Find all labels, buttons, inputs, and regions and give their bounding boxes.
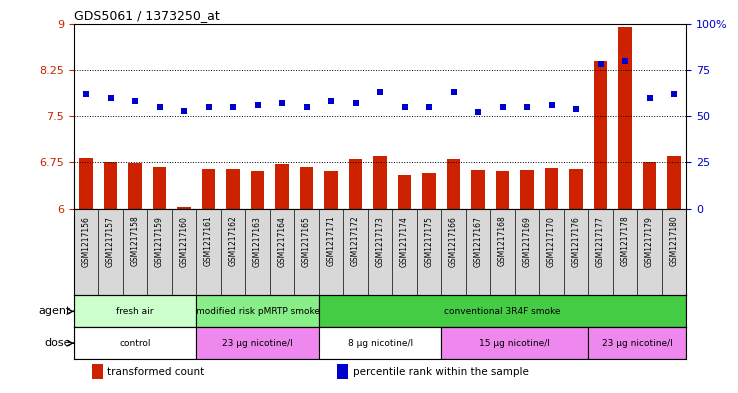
Text: GSM1217163: GSM1217163 [253, 216, 262, 266]
Text: GSM1217174: GSM1217174 [400, 216, 409, 266]
Point [374, 89, 386, 95]
Text: GSM1217179: GSM1217179 [645, 216, 654, 266]
Bar [227, 169, 240, 209]
Point [227, 104, 239, 110]
Point [300, 104, 312, 110]
Text: GSM1217158: GSM1217158 [131, 216, 139, 266]
Text: 8 μg nicotine/l: 8 μg nicotine/l [348, 339, 413, 348]
Bar [324, 171, 338, 209]
Text: dose: dose [44, 338, 71, 348]
Point [276, 100, 288, 107]
Point [545, 102, 557, 108]
Bar [446, 159, 461, 209]
Text: GSM1217175: GSM1217175 [424, 216, 433, 266]
Text: GSM1217166: GSM1217166 [449, 216, 458, 266]
Point [521, 104, 533, 110]
Text: GSM1217159: GSM1217159 [155, 216, 164, 266]
Text: conventional 3R4F smoke: conventional 3R4F smoke [444, 307, 561, 316]
Point [80, 91, 92, 97]
Bar [196, 296, 319, 327]
Text: 15 μg nicotine/l: 15 μg nicotine/l [480, 339, 551, 348]
Point [399, 104, 410, 110]
Bar [373, 156, 387, 209]
Bar [74, 327, 196, 359]
Text: 23 μg nicotine/l: 23 μg nicotine/l [602, 339, 673, 348]
Text: GSM1217171: GSM1217171 [327, 216, 336, 266]
Text: GSM1217169: GSM1217169 [523, 216, 531, 266]
Text: fresh air: fresh air [117, 307, 154, 316]
Bar [337, 364, 348, 378]
Text: GSM1217160: GSM1217160 [179, 216, 188, 266]
Bar [79, 158, 93, 209]
Bar [545, 168, 559, 209]
Text: modified risk pMRTP smoke: modified risk pMRTP smoke [196, 307, 320, 316]
Text: GSM1217180: GSM1217180 [669, 216, 678, 266]
Text: GSM1217162: GSM1217162 [229, 216, 238, 266]
Bar [128, 163, 142, 209]
Bar [201, 169, 215, 209]
Bar [472, 170, 485, 209]
Bar [349, 159, 362, 209]
Bar [588, 327, 686, 359]
Text: GSM1217177: GSM1217177 [596, 216, 605, 266]
Bar [275, 164, 289, 209]
Point [178, 107, 190, 114]
Point [472, 109, 484, 116]
Text: percentile rank within the sample: percentile rank within the sample [353, 367, 528, 376]
Bar [74, 296, 196, 327]
Point [595, 61, 607, 68]
Point [325, 98, 337, 105]
Bar [569, 169, 583, 209]
Bar [594, 61, 607, 209]
Bar [319, 327, 441, 359]
Text: GSM1217157: GSM1217157 [106, 216, 115, 266]
Bar [177, 207, 191, 209]
Text: GSM1217176: GSM1217176 [572, 216, 581, 266]
Bar [422, 173, 436, 209]
Bar [643, 162, 656, 209]
Text: GSM1217156: GSM1217156 [82, 216, 91, 266]
Point [497, 104, 508, 110]
Bar [196, 327, 319, 359]
Bar [398, 175, 411, 209]
Bar [153, 167, 166, 209]
Point [154, 104, 165, 110]
Text: control: control [120, 339, 151, 348]
Bar [92, 364, 103, 378]
Text: GDS5061 / 1373250_at: GDS5061 / 1373250_at [74, 9, 219, 22]
Point [203, 104, 215, 110]
Point [129, 98, 141, 105]
Point [105, 94, 117, 101]
Point [644, 94, 655, 101]
Bar [618, 27, 632, 209]
Text: agent: agent [38, 307, 71, 316]
Bar [104, 162, 117, 209]
Text: GSM1217161: GSM1217161 [204, 216, 213, 266]
Text: GSM1217167: GSM1217167 [474, 216, 483, 266]
Text: GSM1217170: GSM1217170 [547, 216, 556, 266]
Text: GSM1217173: GSM1217173 [376, 216, 384, 266]
Text: GSM1217164: GSM1217164 [277, 216, 286, 266]
Point [448, 89, 460, 95]
Bar [441, 327, 588, 359]
Text: GSM1217172: GSM1217172 [351, 216, 360, 266]
Bar [319, 296, 686, 327]
Bar [496, 171, 509, 209]
Text: transformed count: transformed count [108, 367, 204, 376]
Point [668, 91, 680, 97]
Bar [300, 167, 314, 209]
Point [619, 57, 631, 64]
Point [252, 102, 263, 108]
Point [350, 100, 362, 107]
Text: GSM1217165: GSM1217165 [302, 216, 311, 266]
Text: 23 μg nicotine/l: 23 μg nicotine/l [222, 339, 293, 348]
Point [423, 104, 435, 110]
Bar [667, 156, 681, 209]
Bar [251, 171, 264, 209]
Point [570, 106, 582, 112]
Bar [520, 170, 534, 209]
Text: GSM1217178: GSM1217178 [621, 216, 630, 266]
Text: GSM1217168: GSM1217168 [498, 216, 507, 266]
